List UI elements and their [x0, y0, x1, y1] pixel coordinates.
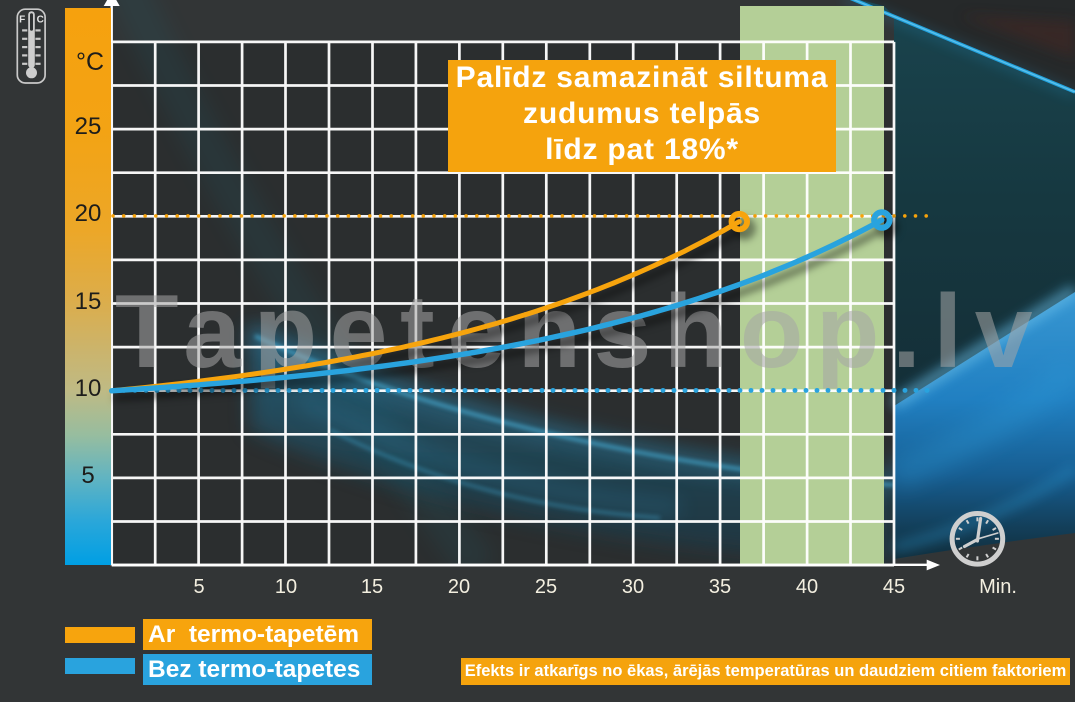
svg-text:C: C [37, 15, 44, 26]
svg-text:F: F [19, 15, 25, 26]
